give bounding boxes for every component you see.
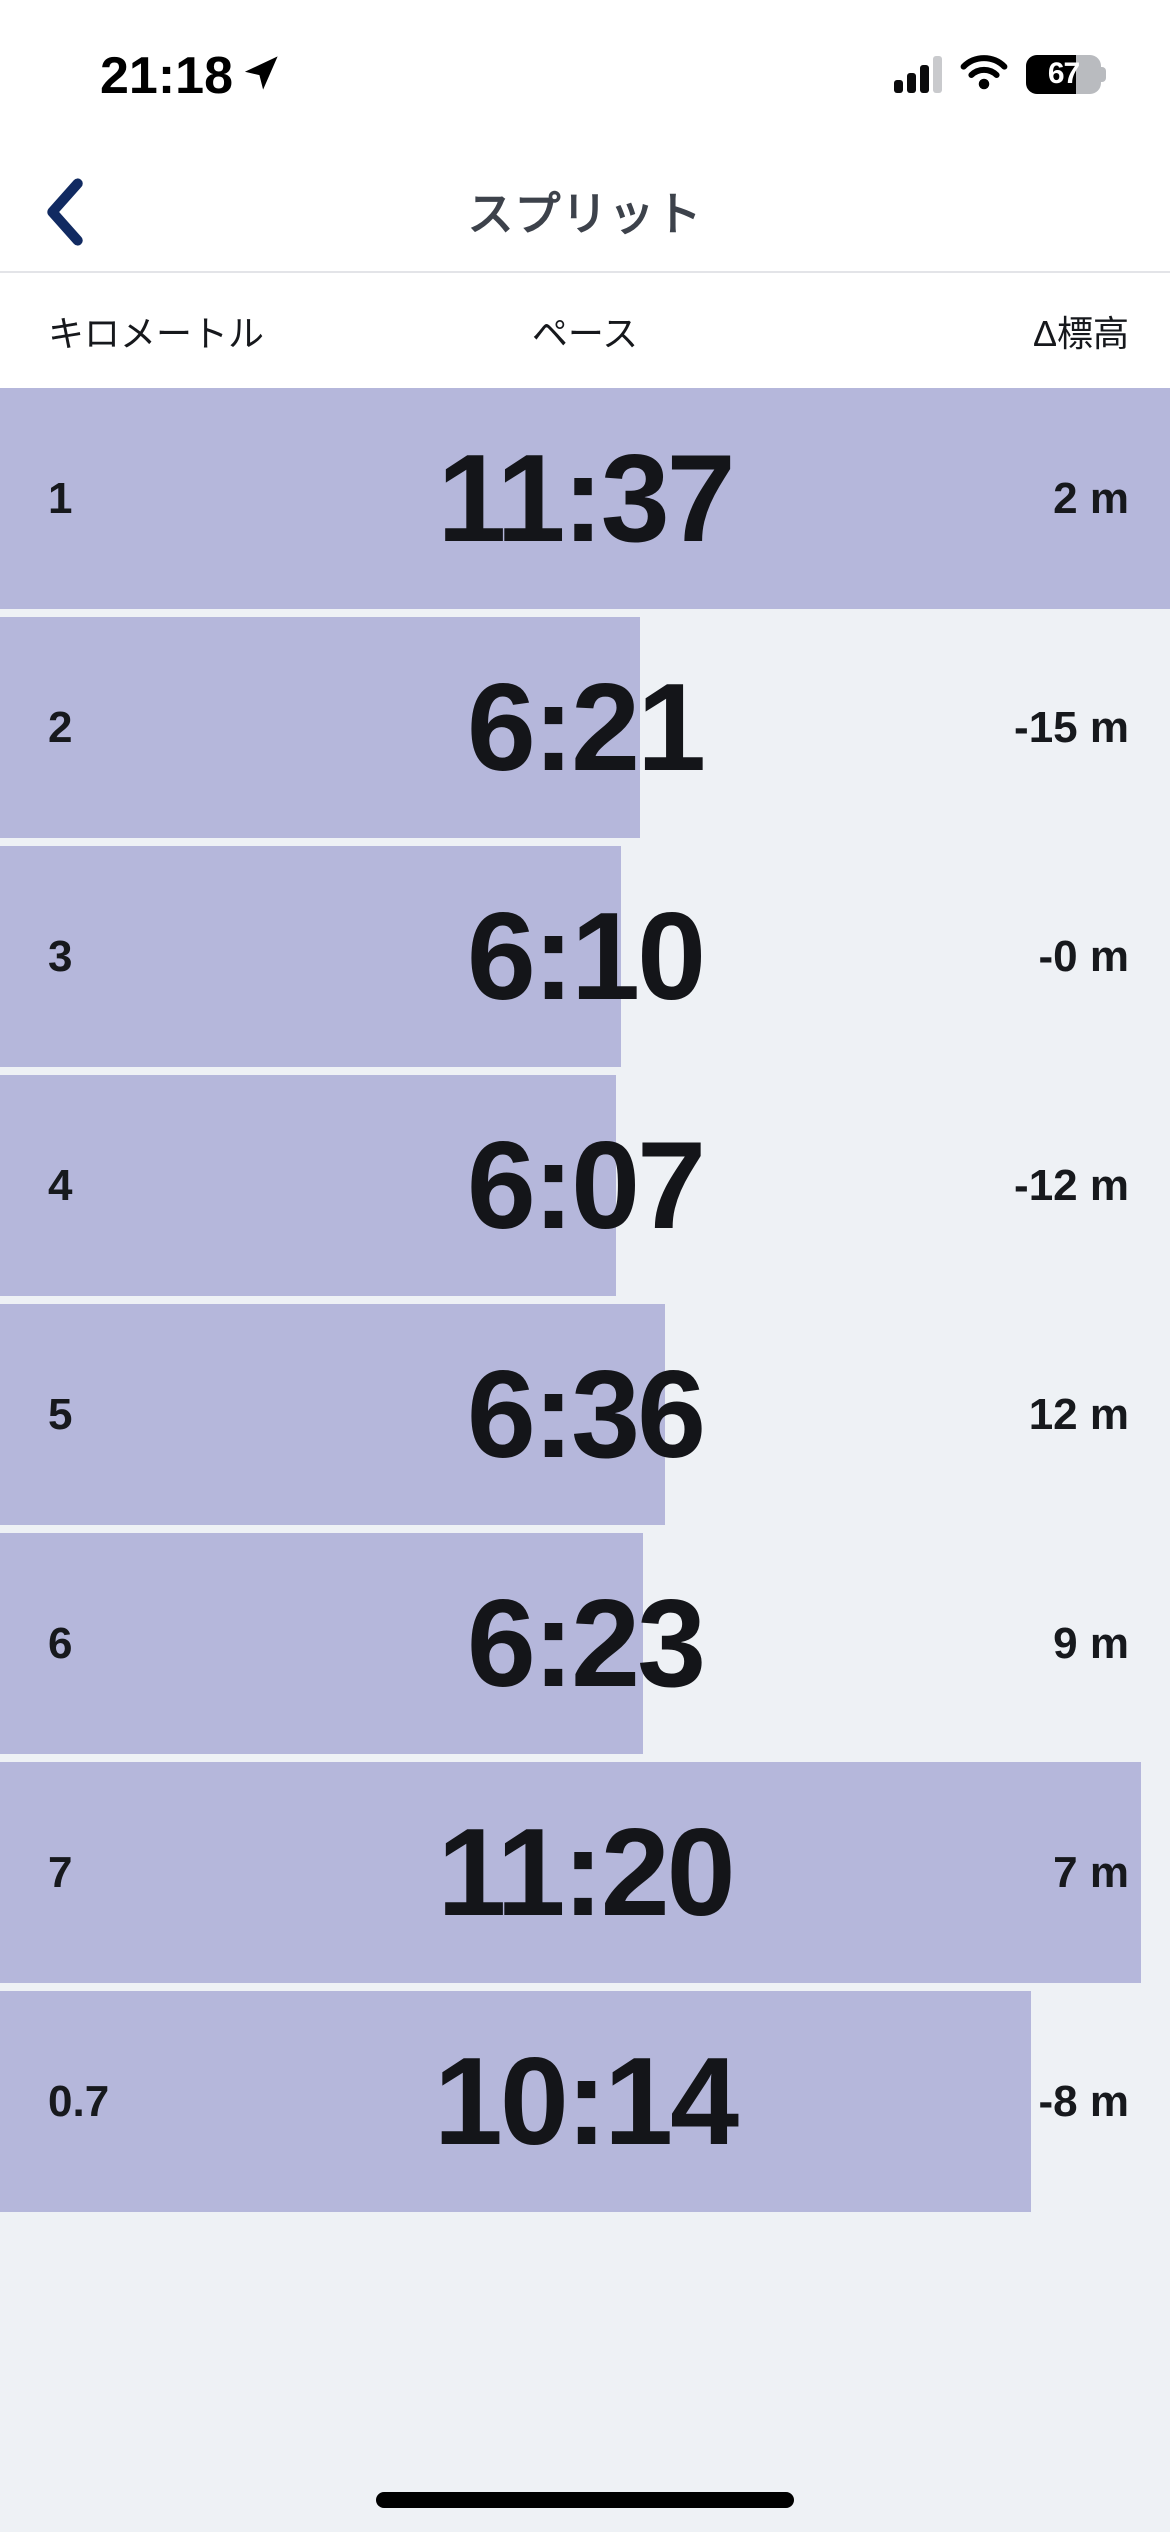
split-row: 3 6:10 -0 m [0,846,1170,1067]
battery-cap [1101,66,1106,82]
home-indicator[interactable] [376,2492,794,2508]
splits-list: 1 11:37 2 m 2 6:21 -15 m 3 6:10 -0 m 4 6… [0,388,1170,2532]
pace-bar [0,1991,1031,2212]
split-pace-value: 6:10 [466,887,706,1026]
header-divider [0,271,1170,273]
split-row: 6 6:23 9 m [0,1533,1170,1754]
split-km-label: 5 [48,1389,73,1439]
split-row: 5 6:36 12 m [0,1304,1170,1525]
status-time: 21:18 [100,47,233,105]
split-elevation-value: 12 m [1028,1389,1129,1439]
split-row: 1 11:37 2 m [0,388,1170,609]
pace-bar [0,846,622,1067]
column-header-elevation: Δ標高 [1032,312,1129,354]
wifi-icon [960,54,1008,95]
split-row: 0.7 10:14 -8 m [0,1991,1170,2212]
split-pace-value: 6:23 [466,1574,706,1713]
pace-bar [0,1762,1142,1983]
nav-bar: スプリット [0,150,1170,271]
split-km-label: 7 [48,1847,73,1897]
page-title: スプリット [467,187,703,240]
split-elevation-value: -0 m [1038,931,1129,981]
split-pace-value: 6:36 [466,1345,706,1484]
split-row: 4 6:07 -12 m [0,1075,1170,1296]
battery-percent: 67 [1047,57,1080,90]
split-elevation-value: 7 m [1053,1847,1129,1897]
split-elevation-value: 2 m [1053,473,1129,523]
pace-bar [0,1075,616,1296]
split-pace-value: 6:21 [466,658,706,797]
battery-fill [1026,54,1077,94]
split-elevation-value: -8 m [1038,2076,1129,2126]
status-icons: 67 [894,52,1106,96]
split-pace-value: 10:14 [433,2032,739,2171]
split-pace-value: 6:07 [466,1116,706,1255]
split-elevation-value: -12 m [1014,1160,1129,1210]
split-km-label: 4 [48,1160,73,1210]
split-km-label: 0.7 [48,2076,110,2126]
status-bar: 21:18 67 [0,0,1170,140]
location-arrow-icon [240,52,282,99]
cellular-signal-icon [894,55,942,93]
back-button[interactable] [30,168,100,258]
pace-bar [0,1304,665,1525]
chevron-left-icon [46,176,84,251]
split-row: 2 6:21 -15 m [0,617,1170,838]
split-pace-value: 11:20 [437,1803,735,1942]
battery-icon: 67 [1026,54,1106,94]
split-pace-value: 11:37 [437,429,735,568]
column-header-row: キロメートル ペース Δ標高 [0,273,1170,388]
pace-bar [0,1533,643,1754]
pace-bar [0,617,640,838]
split-km-label: 2 [48,702,73,752]
split-km-label: 1 [48,473,73,523]
split-elevation-value: 9 m [1053,1618,1129,1668]
split-elevation-value: -15 m [1014,702,1129,752]
split-km-label: 6 [48,1618,73,1668]
column-header-kilometers: キロメートル [48,312,265,354]
split-km-label: 3 [48,931,73,981]
split-row: 7 11:20 7 m [0,1762,1170,1983]
pace-bar [0,388,1170,609]
